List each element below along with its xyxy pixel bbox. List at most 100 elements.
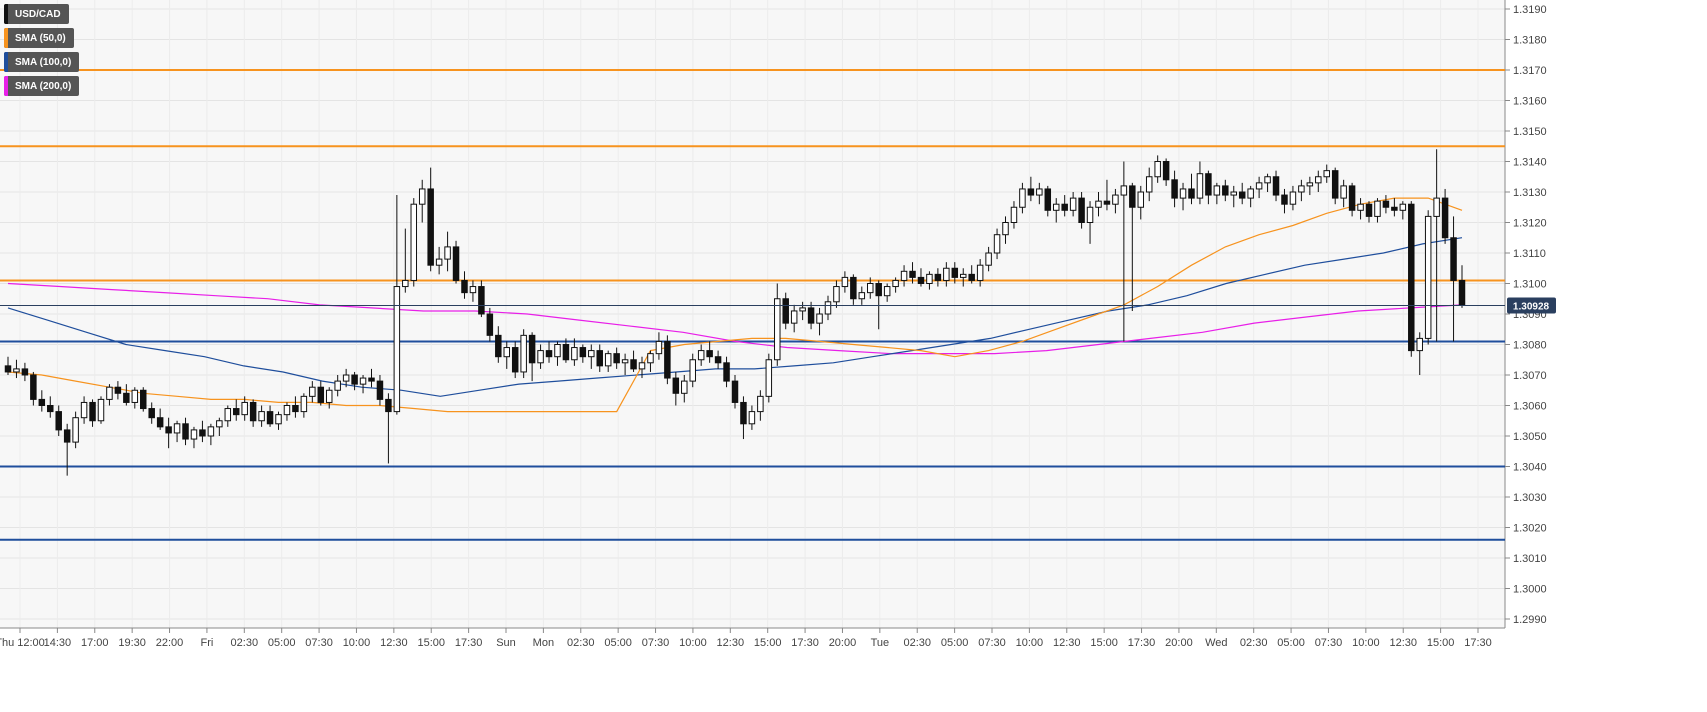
- candle-bullish[interactable]: [520, 334, 527, 373]
- candle-bullish[interactable]: [1086, 206, 1094, 223]
- candle-bearish[interactable]: [1162, 161, 1170, 181]
- candle-bearish[interactable]: [1382, 200, 1390, 208]
- candle-bearish[interactable]: [613, 353, 620, 364]
- candle-bearish[interactable]: [875, 283, 882, 297]
- candle-bearish[interactable]: [1103, 200, 1111, 205]
- candle-bullish[interactable]: [1289, 191, 1297, 205]
- candle-bearish[interactable]: [148, 408, 155, 419]
- candle-bullish[interactable]: [1230, 191, 1238, 196]
- candle-bullish[interactable]: [697, 350, 705, 361]
- candle-bullish[interactable]: [342, 374, 350, 382]
- candle-bullish[interactable]: [1340, 185, 1347, 199]
- candle-bearish[interactable]: [807, 307, 815, 324]
- candle-bullish[interactable]: [1179, 188, 1187, 199]
- candle-bearish[interactable]: [528, 334, 536, 364]
- candle-bearish[interactable]: [714, 356, 722, 364]
- candle-bearish[interactable]: [89, 401, 96, 422]
- candle-bullish[interactable]: [1036, 188, 1043, 196]
- candle-bullish[interactable]: [1323, 170, 1330, 178]
- candle-bearish[interactable]: [630, 359, 637, 370]
- candle-bearish[interactable]: [740, 401, 747, 425]
- candle-bearish[interactable]: [55, 411, 62, 431]
- candle-bearish[interactable]: [156, 417, 164, 428]
- candle-bearish[interactable]: [199, 429, 206, 437]
- candle-bearish[interactable]: [1272, 176, 1280, 196]
- candle-bullish[interactable]: [275, 414, 282, 425]
- candle-bullish[interactable]: [393, 286, 401, 413]
- candle-bullish[interactable]: [1433, 197, 1440, 217]
- candle-bearish[interactable]: [1171, 179, 1178, 199]
- candle-bearish[interactable]: [495, 334, 502, 358]
- candle-bullish[interactable]: [309, 386, 316, 397]
- candle-bullish[interactable]: [1255, 182, 1263, 190]
- candle-bullish[interactable]: [359, 377, 367, 385]
- candle-bearish[interactable]: [478, 286, 485, 315]
- candle-bullish[interactable]: [1424, 215, 1432, 339]
- candle-bullish[interactable]: [867, 283, 874, 294]
- candle-bullish[interactable]: [571, 347, 578, 361]
- candle-bearish[interactable]: [579, 347, 587, 358]
- legend-item-sma200[interactable]: SMA (200,0): [4, 76, 80, 96]
- candle-bullish[interactable]: [959, 273, 967, 278]
- candle-bullish[interactable]: [1154, 161, 1161, 178]
- candle-bullish[interactable]: [258, 411, 265, 422]
- candle-bearish[interactable]: [909, 270, 916, 278]
- candle-bearish[interactable]: [672, 377, 680, 394]
- candle-bearish[interactable]: [486, 313, 494, 336]
- candle-bullish[interactable]: [1137, 191, 1145, 208]
- candle-bullish[interactable]: [207, 426, 215, 437]
- candle-bearish[interactable]: [934, 273, 942, 281]
- candle-bullish[interactable]: [410, 203, 418, 281]
- candle-bullish[interactable]: [790, 310, 798, 324]
- candle-bullish[interactable]: [1196, 173, 1204, 199]
- candle-bearish[interactable]: [317, 386, 325, 403]
- candle-bearish[interactable]: [1222, 185, 1229, 196]
- candle-bearish[interactable]: [461, 279, 468, 294]
- candle-bearish[interactable]: [368, 377, 375, 382]
- candle-bearish[interactable]: [562, 344, 570, 361]
- candle-bullish[interactable]: [588, 350, 595, 358]
- candle-bearish[interactable]: [21, 368, 29, 376]
- candle-bullish[interactable]: [1399, 203, 1407, 211]
- candle-bullish[interactable]: [131, 389, 139, 403]
- candle-bullish[interactable]: [402, 279, 409, 288]
- candle-bearish[interactable]: [1027, 188, 1035, 196]
- candle-bearish[interactable]: [232, 408, 240, 416]
- candle-bearish[interactable]: [1331, 170, 1339, 199]
- candle-bearish[interactable]: [706, 350, 713, 358]
- candle-bullish[interactable]: [833, 286, 840, 303]
- candle-bearish[interactable]: [1238, 191, 1246, 199]
- candle-bearish[interactable]: [4, 365, 12, 373]
- candle-bullish[interactable]: [241, 401, 248, 416]
- candle-bearish[interactable]: [123, 392, 130, 403]
- candle-bearish[interactable]: [1078, 197, 1085, 224]
- candle-bullish[interactable]: [418, 188, 426, 205]
- candle-bearish[interactable]: [917, 276, 925, 284]
- candle-bullish[interactable]: [748, 411, 756, 425]
- candle-bearish[interactable]: [140, 389, 147, 410]
- candle-bullish[interactable]: [799, 307, 806, 312]
- candle-bearish[interactable]: [249, 401, 257, 422]
- candle-bearish[interactable]: [1441, 197, 1449, 239]
- candle-bearish[interactable]: [850, 276, 857, 300]
- candle-bullish[interactable]: [604, 353, 612, 367]
- candle-bullish[interactable]: [985, 252, 992, 266]
- candle-bullish[interactable]: [444, 246, 451, 260]
- candle-bullish[interactable]: [765, 359, 773, 397]
- legend-item-sma100[interactable]: SMA (100,0): [4, 52, 80, 72]
- candle-bullish[interactable]: [943, 267, 950, 281]
- candle-bullish[interactable]: [1095, 200, 1102, 208]
- candle-bullish[interactable]: [1120, 185, 1128, 196]
- candle-bearish[interactable]: [63, 429, 71, 443]
- candle-bearish[interactable]: [182, 423, 189, 440]
- candle-bearish[interactable]: [385, 398, 392, 413]
- candle-bullish[interactable]: [774, 298, 781, 361]
- candle-bullish[interactable]: [900, 270, 908, 281]
- candle-bullish[interactable]: [993, 234, 1001, 254]
- candle-bullish[interactable]: [190, 429, 198, 440]
- candle-bullish[interactable]: [824, 301, 832, 315]
- candle-bearish[interactable]: [782, 298, 789, 324]
- candle-bullish[interactable]: [1019, 188, 1026, 208]
- candle-bullish[interactable]: [1002, 222, 1009, 236]
- candle-bullish[interactable]: [435, 258, 443, 266]
